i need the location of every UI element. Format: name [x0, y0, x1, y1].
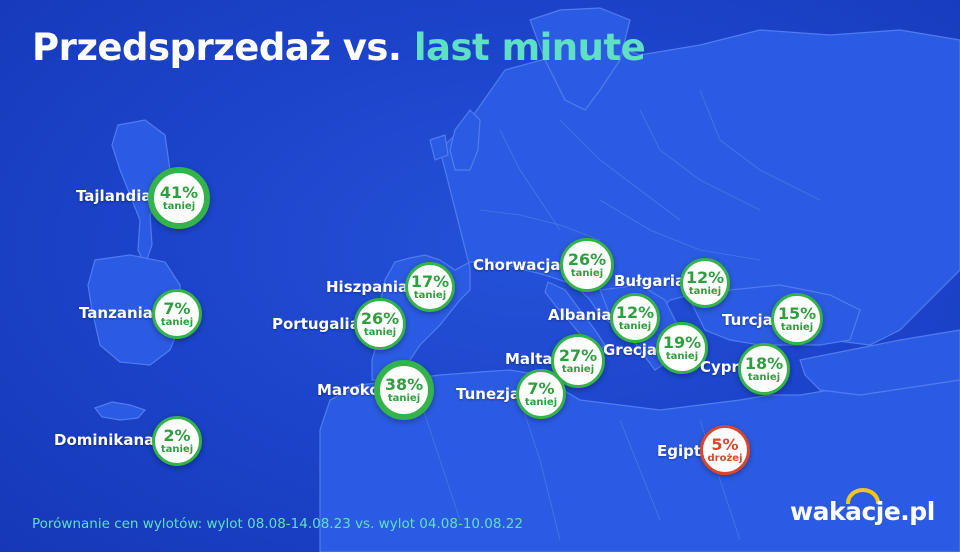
logo-text: wakacje.pl: [790, 497, 935, 526]
badge-word: taniej: [780, 321, 814, 333]
wakacje-logo: wakacje.pl: [790, 488, 935, 528]
badge-word: taniej: [570, 267, 604, 279]
page-title: Przedsprzedaż vs. last minute: [32, 26, 646, 69]
badge-chorwacja: 26% taniej: [560, 238, 614, 292]
badge-grecja: 19% taniej: [656, 322, 708, 374]
badge-pct: 2%: [163, 425, 191, 445]
label-portugalia: Portugalia: [272, 315, 360, 333]
badge-bulgaria: 12% taniej: [680, 258, 730, 308]
label-cypr: Cypr: [700, 358, 739, 376]
label-chorwacja: Chorwacja: [473, 256, 561, 274]
badge-pct: 26%: [567, 249, 607, 269]
badge-word: taniej: [363, 326, 397, 338]
badge-pct: 17%: [410, 271, 450, 291]
british-isles: [449, 109, 481, 171]
label-hiszpania: Hiszpania: [326, 278, 409, 296]
badge-pct: 19%: [662, 332, 702, 352]
label-tajlandia: Tajlandia: [76, 187, 152, 205]
label-maroko: Maroko: [317, 381, 380, 399]
badge-pct: 7%: [527, 378, 555, 398]
title-main: Przedsprzedaż vs.: [32, 26, 402, 69]
badge-egipt: 5% drożej: [700, 425, 750, 475]
badge-pct: 27%: [558, 345, 598, 365]
badge-word: taniej: [524, 396, 558, 408]
badge-pct: 18%: [744, 353, 784, 373]
title-accent: last minute: [413, 26, 646, 69]
badge-malta: 27% taniej: [551, 334, 605, 388]
badge-word: taniej: [160, 443, 194, 455]
badge-portugalia: 26% taniej: [354, 298, 406, 350]
badge-cypr: 18% taniej: [738, 343, 790, 395]
badge-turcja: 15% taniej: [771, 293, 823, 345]
badge-word: taniej: [162, 200, 196, 212]
scandinavia-landmass: [529, 7, 631, 111]
badge-word: drożej: [707, 452, 743, 464]
badge-pct: 5%: [711, 434, 739, 454]
badge-word: taniej: [747, 371, 781, 383]
middle-east: [799, 329, 960, 396]
badge-pct: 38%: [384, 374, 424, 394]
ireland: [429, 134, 449, 161]
label-tunezja: Tunezja: [456, 385, 521, 403]
label-albania: Albania: [548, 306, 612, 324]
badge-tunezja: 7% taniej: [516, 369, 566, 419]
badge-pct: 41%: [159, 182, 199, 202]
label-tanzania: Tanzania: [79, 304, 153, 322]
badge-pct: 12%: [615, 302, 655, 322]
badge-word: taniej: [618, 320, 652, 332]
badge-word: taniej: [688, 285, 722, 297]
badge-word: taniej: [561, 363, 595, 375]
thailand-shape: [111, 119, 171, 267]
label-dominikana: Dominikana: [54, 431, 155, 449]
badge-word: taniej: [665, 350, 699, 362]
badge-word: taniej: [160, 316, 194, 328]
badge-pct: 15%: [777, 303, 817, 323]
logo-sun-arc-icon: [846, 488, 880, 504]
label-bulgaria: Bułgaria: [614, 272, 686, 290]
badge-pct: 26%: [360, 308, 400, 328]
badge-maroko: 38% taniej: [374, 360, 434, 420]
badge-pct: 12%: [685, 267, 725, 287]
dominikana-shape: [94, 401, 147, 421]
badge-dominikana: 2% taniej: [152, 416, 202, 466]
label-malta: Malta: [505, 350, 553, 368]
badge-pct: 7%: [163, 298, 191, 318]
badge-hiszpania: 17% taniej: [405, 262, 455, 312]
badge-tajlandia: 41% taniej: [148, 167, 210, 229]
badge-word: taniej: [387, 392, 421, 404]
badge-albania: 12% taniej: [610, 293, 660, 343]
north-africa: [319, 369, 960, 552]
tanzania-shape: [87, 254, 183, 366]
badge-tanzania: 7% taniej: [152, 289, 202, 339]
footnote: Porównanie cen wylotów: wylot 08.08-14.0…: [32, 516, 523, 532]
badge-word: taniej: [413, 289, 447, 301]
label-turcja: Turcja: [722, 311, 773, 329]
label-egipt: Egipt: [657, 442, 702, 460]
label-grecja: Grecja: [603, 341, 658, 359]
